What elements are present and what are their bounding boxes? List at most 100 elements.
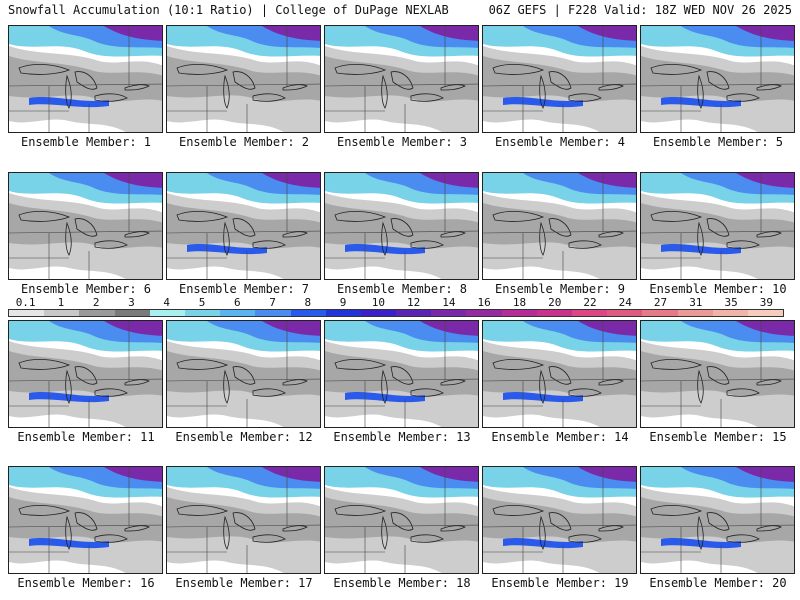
color-scale-labels: 0.1 1 2 3 4 5 6 7 8 9 10 12 14 16 18 20 22 24 27 31 35 39	[8, 296, 784, 309]
moderate-snow-area	[167, 56, 320, 102]
ensemble-member-caption: Ensemble Member: 16	[17, 576, 155, 590]
snowfall-map	[167, 173, 320, 279]
color-scale-swatch	[466, 310, 502, 316]
moderate-snow-area	[167, 497, 320, 543]
ensemble-member-caption: Ensemble Member: 2	[178, 135, 310, 149]
snowfall-map	[325, 173, 478, 279]
great-lakes-outline	[18, 211, 150, 256]
moderate-snow-area	[483, 351, 636, 397]
state-borders	[483, 173, 636, 279]
moderate-snow-area	[641, 351, 794, 397]
color-scale-swatch	[536, 310, 572, 316]
color-scale-swatch	[396, 310, 432, 316]
state-borders	[641, 467, 794, 573]
ensemble-member-caption: Ensemble Member: 18	[333, 576, 471, 590]
heaviest-snow-band	[262, 173, 320, 188]
ensemble-member-caption: Ensemble Member: 11	[17, 430, 155, 444]
ensemble-map-panel-14	[482, 320, 637, 428]
heaviest-snow-band	[104, 467, 162, 482]
heaviest-snow-band	[420, 173, 478, 188]
color-scale-swatch	[290, 310, 326, 316]
ensemble-map-panel-8	[324, 172, 479, 280]
state-borders	[483, 321, 636, 427]
color-scale-label: 31	[689, 296, 703, 309]
snowfall-map	[641, 467, 794, 573]
ensemble-map-panel-7	[166, 172, 321, 280]
ensemble-map-panel-9	[482, 172, 637, 280]
state-borders	[325, 467, 478, 573]
heaviest-snow-band	[578, 173, 636, 188]
snowfall-map	[167, 321, 320, 427]
heaviest-snow-band	[420, 26, 478, 41]
moderate-snow-area	[167, 351, 320, 397]
snowfall-map	[9, 26, 162, 132]
heaviest-snow-band	[736, 467, 794, 482]
heaviest-snow-band	[736, 321, 794, 336]
color-scale-swatch	[79, 310, 115, 316]
color-scale-label: 24	[618, 296, 632, 309]
ensemble-member-caption: Ensemble Member: 8	[336, 282, 468, 296]
moderate-snow-area	[483, 56, 636, 102]
state-borders	[167, 26, 320, 132]
snowfall-map	[167, 26, 320, 132]
ensemble-map-panel-15	[640, 320, 795, 428]
color-scale-label: 35	[724, 296, 738, 309]
state-borders	[167, 467, 320, 573]
moderate-snow-area	[9, 203, 162, 249]
heaviest-snow-band	[420, 321, 478, 336]
state-borders	[325, 321, 478, 427]
great-lakes-outline	[18, 359, 150, 404]
ensemble-member-caption: Ensemble Member: 14	[491, 430, 629, 444]
heaviest-snow-band	[736, 173, 794, 188]
heaviest-snow-band	[262, 26, 320, 41]
color-scale-swatch	[184, 310, 221, 316]
color-scale-bar	[8, 309, 784, 317]
great-lakes-outline	[176, 505, 308, 550]
ensemble-map-panel-16	[8, 466, 163, 574]
color-scale-swatch	[360, 310, 397, 316]
moderate-snow-area	[641, 56, 794, 102]
state-borders	[9, 173, 162, 279]
color-scale-swatch	[572, 310, 608, 316]
color-scale-label: 14	[442, 296, 456, 309]
color-scale-swatch	[712, 310, 748, 316]
ensemble-member-caption: Ensemble Member: 17	[175, 576, 313, 590]
color-scale-swatch	[501, 310, 537, 316]
snowfall-map	[641, 26, 794, 132]
color-scale-swatch	[220, 310, 256, 316]
heaviest-snow-band	[420, 467, 478, 482]
snowfall-map	[9, 321, 162, 427]
snowfall-map	[483, 173, 636, 279]
state-borders	[325, 173, 478, 279]
color-scale-swatch	[642, 310, 678, 316]
color-scale-label: 10	[371, 296, 385, 309]
ensemble-map-panel-3	[324, 25, 479, 133]
state-borders	[167, 173, 320, 279]
color-scale-label: 5	[198, 296, 206, 309]
ensemble-map-panel-4	[482, 25, 637, 133]
snowfall-map	[9, 173, 162, 279]
heaviest-snow-band	[262, 467, 320, 482]
great-lakes-outline	[334, 359, 466, 404]
ensemble-map-panel-19	[482, 466, 637, 574]
color-scale-label: 27	[653, 296, 668, 309]
color-scale-swatch	[114, 310, 150, 316]
heaviest-snow-band	[104, 321, 162, 336]
heaviest-snow-band	[736, 26, 794, 41]
state-borders	[641, 321, 794, 427]
color-scale-swatch	[149, 310, 185, 316]
great-lakes-outline	[492, 359, 624, 404]
snowfall-map	[483, 321, 636, 427]
snowfall-map	[325, 321, 478, 427]
color-scale-label: 20	[548, 296, 562, 309]
ensemble-member-caption: Ensemble Member: 20	[649, 576, 787, 590]
color-scale-label: 8	[304, 296, 312, 309]
state-borders	[9, 26, 162, 132]
ensemble-member-caption: Ensemble Member: 15	[649, 430, 787, 444]
heaviest-snow-band	[578, 26, 636, 41]
moderate-snow-area	[483, 203, 636, 249]
snowfall-map	[483, 467, 636, 573]
ensemble-member-caption: Ensemble Member: 3	[336, 135, 468, 149]
moderate-snow-area	[325, 351, 478, 397]
moderate-snow-area	[483, 497, 636, 543]
